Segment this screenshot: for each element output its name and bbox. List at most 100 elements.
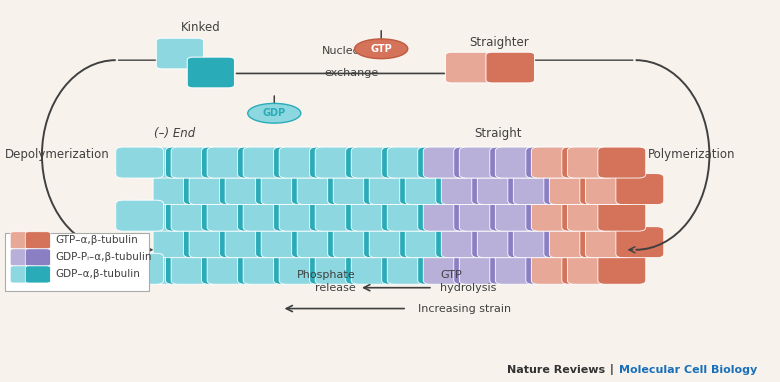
FancyBboxPatch shape [274, 253, 321, 284]
FancyBboxPatch shape [580, 174, 628, 205]
FancyBboxPatch shape [381, 147, 430, 178]
FancyBboxPatch shape [201, 253, 250, 284]
FancyBboxPatch shape [115, 200, 164, 231]
Text: Straighter: Straighter [470, 36, 529, 49]
Text: GDP-Pᵢ–α,β-tubulin: GDP-Pᵢ–α,β-tubulin [55, 253, 152, 262]
FancyBboxPatch shape [526, 147, 574, 178]
Text: (–) End: (–) End [154, 127, 195, 140]
FancyBboxPatch shape [201, 200, 250, 231]
FancyBboxPatch shape [418, 253, 466, 284]
FancyBboxPatch shape [387, 253, 435, 284]
FancyBboxPatch shape [274, 147, 321, 178]
FancyBboxPatch shape [454, 200, 502, 231]
FancyBboxPatch shape [328, 174, 376, 205]
Text: hydrolysis: hydrolysis [440, 283, 497, 293]
FancyBboxPatch shape [424, 147, 471, 178]
FancyBboxPatch shape [189, 227, 237, 258]
FancyBboxPatch shape [436, 174, 484, 205]
FancyBboxPatch shape [363, 174, 412, 205]
FancyBboxPatch shape [279, 200, 327, 231]
FancyBboxPatch shape [441, 227, 489, 258]
FancyBboxPatch shape [567, 147, 615, 178]
FancyBboxPatch shape [387, 200, 435, 231]
FancyBboxPatch shape [454, 147, 502, 178]
Text: Molecular Cell Biology: Molecular Cell Biology [619, 365, 757, 375]
FancyBboxPatch shape [486, 52, 534, 83]
FancyBboxPatch shape [135, 147, 183, 178]
FancyBboxPatch shape [187, 57, 235, 88]
FancyBboxPatch shape [526, 200, 574, 231]
FancyBboxPatch shape [459, 253, 507, 284]
FancyBboxPatch shape [531, 200, 580, 231]
FancyBboxPatch shape [363, 227, 412, 258]
Text: Polymerization: Polymerization [647, 149, 736, 162]
FancyBboxPatch shape [243, 147, 291, 178]
FancyBboxPatch shape [256, 227, 303, 258]
FancyBboxPatch shape [183, 227, 232, 258]
Text: GTP: GTP [370, 44, 392, 54]
FancyBboxPatch shape [165, 200, 214, 231]
Ellipse shape [355, 39, 408, 59]
FancyBboxPatch shape [238, 253, 285, 284]
FancyBboxPatch shape [406, 174, 453, 205]
FancyBboxPatch shape [495, 253, 543, 284]
FancyBboxPatch shape [406, 227, 453, 258]
FancyBboxPatch shape [351, 253, 399, 284]
FancyBboxPatch shape [526, 253, 574, 284]
FancyBboxPatch shape [346, 253, 394, 284]
FancyBboxPatch shape [333, 227, 381, 258]
Text: Straight: Straight [475, 127, 523, 140]
FancyBboxPatch shape [381, 200, 430, 231]
FancyBboxPatch shape [225, 174, 273, 205]
FancyBboxPatch shape [207, 200, 255, 231]
FancyBboxPatch shape [418, 147, 466, 178]
FancyBboxPatch shape [292, 174, 339, 205]
FancyBboxPatch shape [351, 147, 399, 178]
FancyBboxPatch shape [10, 249, 35, 266]
Text: GTP–α,β-tubulin: GTP–α,β-tubulin [55, 235, 138, 245]
FancyBboxPatch shape [531, 253, 580, 284]
FancyBboxPatch shape [544, 227, 592, 258]
FancyBboxPatch shape [567, 253, 615, 284]
FancyBboxPatch shape [580, 227, 628, 258]
FancyBboxPatch shape [171, 200, 219, 231]
FancyBboxPatch shape [333, 174, 381, 205]
FancyBboxPatch shape [490, 253, 537, 284]
Text: GDP: GDP [263, 108, 285, 118]
FancyBboxPatch shape [243, 253, 291, 284]
FancyBboxPatch shape [351, 200, 399, 231]
FancyBboxPatch shape [490, 147, 537, 178]
FancyBboxPatch shape [10, 232, 35, 249]
FancyBboxPatch shape [454, 253, 502, 284]
FancyBboxPatch shape [207, 253, 255, 284]
FancyBboxPatch shape [459, 200, 507, 231]
FancyBboxPatch shape [315, 200, 363, 231]
Text: |: | [606, 364, 618, 375]
Text: Nature Reviews: Nature Reviews [506, 365, 604, 375]
FancyBboxPatch shape [616, 227, 664, 258]
FancyBboxPatch shape [513, 227, 562, 258]
FancyBboxPatch shape [310, 200, 357, 231]
FancyBboxPatch shape [346, 200, 394, 231]
FancyBboxPatch shape [513, 174, 562, 205]
FancyBboxPatch shape [292, 227, 339, 258]
Text: Phosphate: Phosphate [296, 270, 356, 280]
FancyBboxPatch shape [315, 253, 363, 284]
FancyBboxPatch shape [279, 147, 327, 178]
FancyBboxPatch shape [472, 227, 519, 258]
FancyBboxPatch shape [445, 52, 494, 83]
FancyBboxPatch shape [567, 200, 615, 231]
FancyBboxPatch shape [156, 38, 204, 69]
FancyBboxPatch shape [243, 200, 291, 231]
FancyBboxPatch shape [25, 249, 51, 266]
FancyBboxPatch shape [279, 253, 327, 284]
FancyBboxPatch shape [418, 200, 466, 231]
FancyBboxPatch shape [597, 147, 646, 178]
FancyBboxPatch shape [10, 266, 35, 283]
FancyBboxPatch shape [424, 200, 471, 231]
FancyBboxPatch shape [472, 174, 519, 205]
FancyBboxPatch shape [508, 227, 555, 258]
Text: Increasing strain: Increasing strain [418, 304, 511, 314]
FancyBboxPatch shape [183, 174, 232, 205]
FancyBboxPatch shape [585, 174, 633, 205]
